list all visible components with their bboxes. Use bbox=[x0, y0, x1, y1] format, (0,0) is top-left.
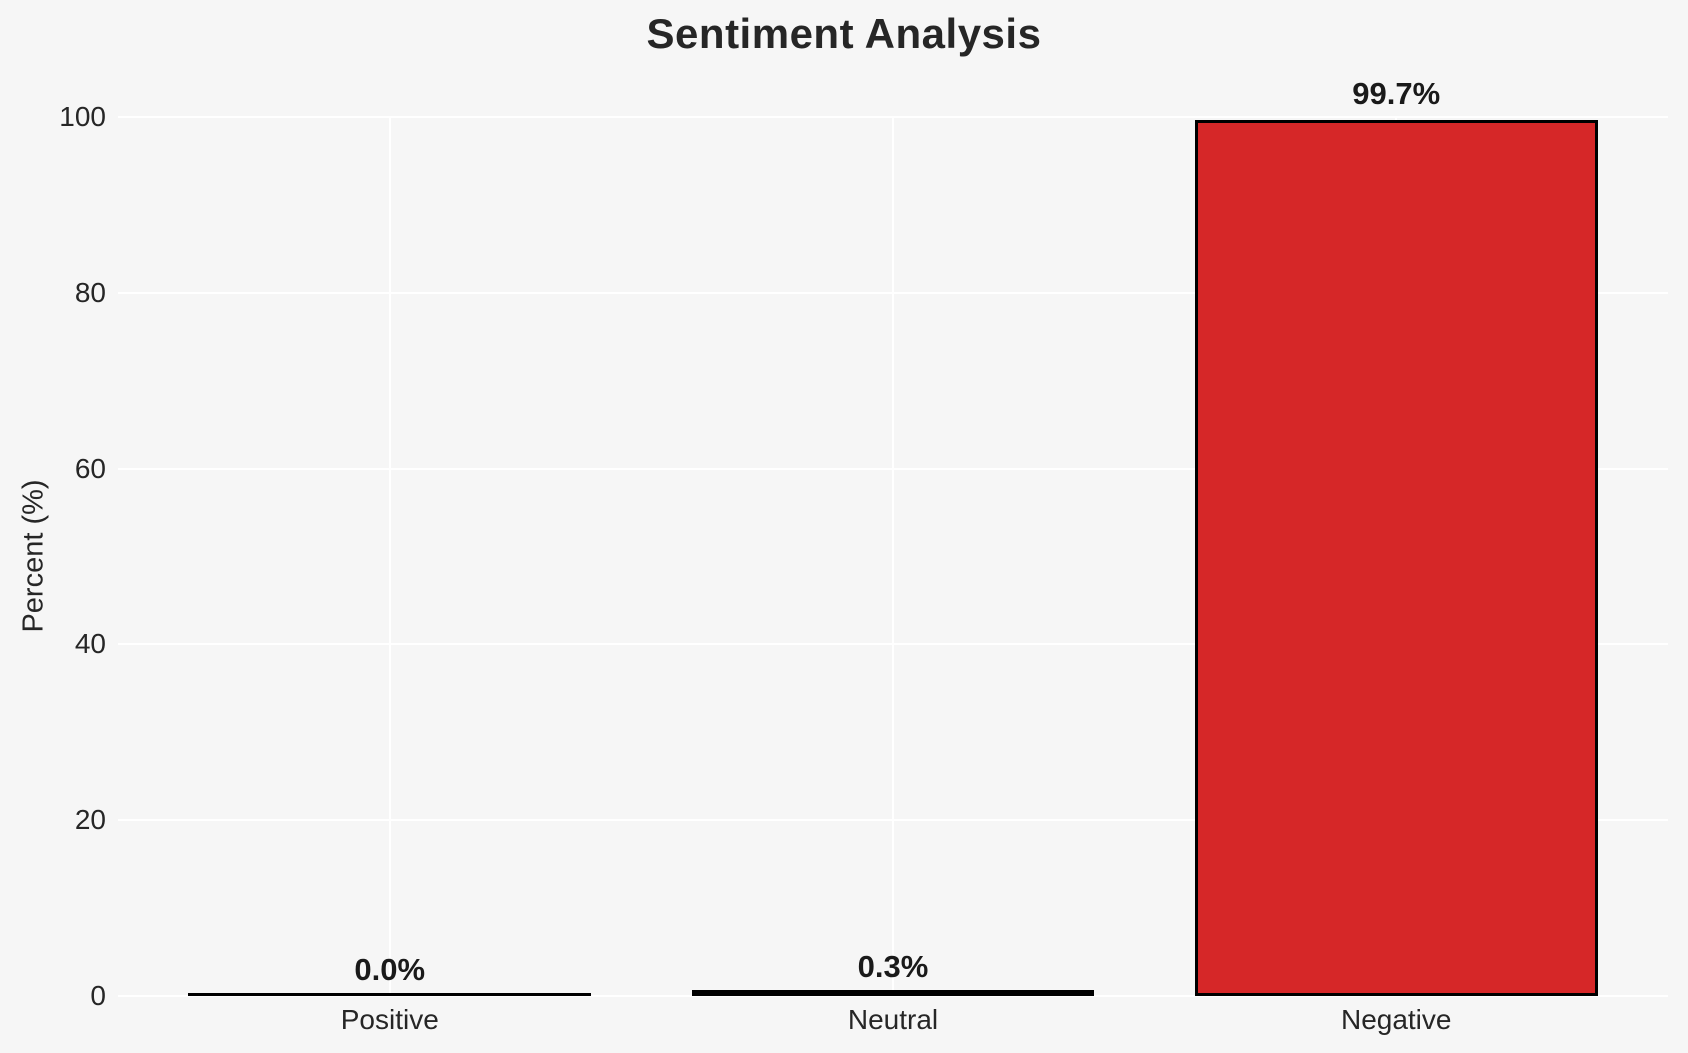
ytick-80: 80 bbox=[74, 276, 106, 308]
xtick-neutral: Neutral bbox=[847, 1004, 939, 1035]
xtick-positive: Positive bbox=[340, 1004, 439, 1035]
ytick-40: 40 bbox=[74, 628, 106, 660]
chart-title: Sentiment Analysis bbox=[646, 10, 1042, 57]
bar-negative bbox=[1194, 119, 1598, 996]
ytick-60: 60 bbox=[74, 452, 106, 484]
bar-label-positive: 0.0% bbox=[354, 952, 426, 987]
gridline-v-neutral bbox=[892, 117, 894, 996]
ytick-0: 0 bbox=[90, 980, 106, 1011]
gridline-v-positive bbox=[388, 117, 391, 996]
ytick-20: 20 bbox=[74, 804, 106, 836]
ytick-100: 100 bbox=[59, 101, 106, 132]
bar-neutral bbox=[691, 990, 1095, 996]
bar-positive bbox=[188, 993, 592, 996]
plot-area bbox=[118, 116, 1668, 997]
xtick-negative: Negative bbox=[1340, 1004, 1452, 1035]
y-axis-label: Percent (%) bbox=[17, 479, 50, 633]
gridline-h-0 bbox=[118, 995, 1668, 997]
bar-label-negative: 99.7% bbox=[1352, 75, 1441, 111]
bar-label-neutral: 0.3% bbox=[857, 949, 929, 985]
